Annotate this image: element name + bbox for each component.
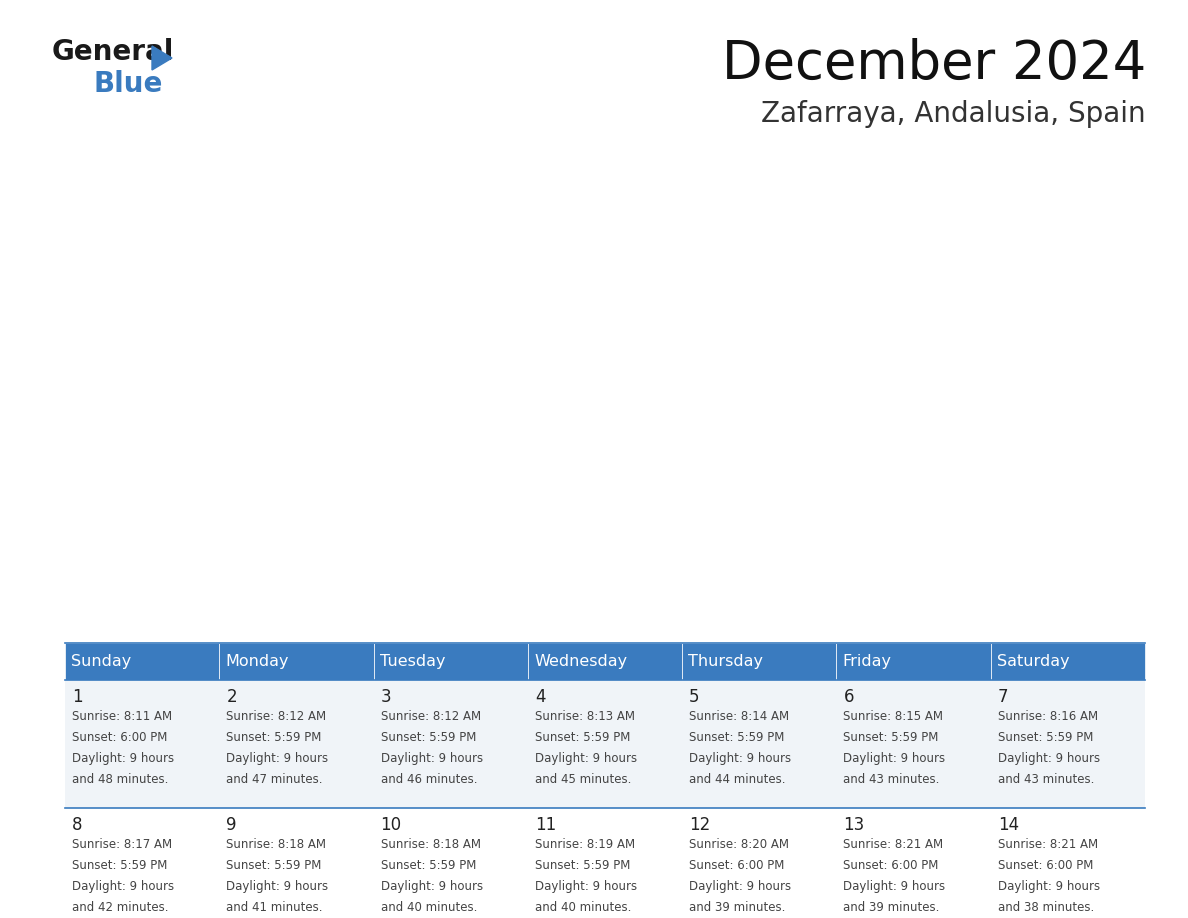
Text: Blue: Blue [94,70,164,98]
Text: and 44 minutes.: and 44 minutes. [689,773,785,786]
Text: Sunset: 5:59 PM: Sunset: 5:59 PM [380,859,476,872]
Text: Sunset: 5:59 PM: Sunset: 5:59 PM [226,731,322,744]
Text: Sunset: 5:59 PM: Sunset: 5:59 PM [535,731,630,744]
Bar [373,643,527,680]
Bar [65,643,220,680]
Text: Sunset: 5:59 PM: Sunset: 5:59 PM [380,731,476,744]
Text: and 43 minutes.: and 43 minutes. [843,773,940,786]
Text: Wednesday: Wednesday [535,654,627,669]
Text: Sunset: 5:59 PM: Sunset: 5:59 PM [535,859,630,872]
Text: Saturday: Saturday [997,654,1069,669]
Text: Sunrise: 8:20 AM: Sunrise: 8:20 AM [689,838,789,851]
Bar [65,808,1145,918]
Text: and 41 minutes.: and 41 minutes. [226,901,323,914]
Text: and 40 minutes.: and 40 minutes. [380,901,476,914]
Text: Friday: Friday [842,654,892,669]
Text: 4: 4 [535,688,545,706]
Text: Daylight: 9 hours: Daylight: 9 hours [72,880,175,893]
Text: Daylight: 9 hours: Daylight: 9 hours [535,880,637,893]
Text: Sunrise: 8:17 AM: Sunrise: 8:17 AM [72,838,172,851]
Text: Sunday: Sunday [71,654,132,669]
Bar [836,643,991,680]
Text: 3: 3 [380,688,391,706]
Text: 5: 5 [689,688,700,706]
Text: December 2024: December 2024 [722,38,1146,90]
Bar [991,643,1145,680]
Text: Daylight: 9 hours: Daylight: 9 hours [843,752,946,765]
Text: and 42 minutes.: and 42 minutes. [72,901,169,914]
Text: Sunrise: 8:18 AM: Sunrise: 8:18 AM [226,838,327,851]
Text: Sunrise: 8:16 AM: Sunrise: 8:16 AM [998,710,1098,723]
Text: Daylight: 9 hours: Daylight: 9 hours [843,880,946,893]
Text: and 47 minutes.: and 47 minutes. [226,773,323,786]
Text: Sunrise: 8:13 AM: Sunrise: 8:13 AM [535,710,634,723]
Text: 14: 14 [998,816,1019,834]
Text: 2: 2 [226,688,236,706]
Text: Sunrise: 8:15 AM: Sunrise: 8:15 AM [843,710,943,723]
Text: Sunrise: 8:14 AM: Sunrise: 8:14 AM [689,710,789,723]
Text: and 46 minutes.: and 46 minutes. [380,773,478,786]
Text: Daylight: 9 hours: Daylight: 9 hours [380,880,482,893]
Text: Daylight: 9 hours: Daylight: 9 hours [998,752,1100,765]
Text: Sunset: 5:59 PM: Sunset: 5:59 PM [843,731,939,744]
Text: Daylight: 9 hours: Daylight: 9 hours [689,752,791,765]
Text: and 39 minutes.: and 39 minutes. [843,901,940,914]
Polygon shape [152,46,172,70]
Text: Daylight: 9 hours: Daylight: 9 hours [226,880,328,893]
Text: Thursday: Thursday [688,654,764,669]
Text: 10: 10 [380,816,402,834]
Text: Sunrise: 8:12 AM: Sunrise: 8:12 AM [380,710,481,723]
Text: Daylight: 9 hours: Daylight: 9 hours [689,880,791,893]
Text: and 48 minutes.: and 48 minutes. [72,773,169,786]
Text: Sunset: 6:00 PM: Sunset: 6:00 PM [843,859,939,872]
Text: 12: 12 [689,816,710,834]
Text: Daylight: 9 hours: Daylight: 9 hours [998,880,1100,893]
Text: Sunrise: 8:18 AM: Sunrise: 8:18 AM [380,838,481,851]
Text: Daylight: 9 hours: Daylight: 9 hours [72,752,175,765]
Text: and 39 minutes.: and 39 minutes. [689,901,785,914]
Text: Sunrise: 8:21 AM: Sunrise: 8:21 AM [998,838,1098,851]
Text: and 38 minutes.: and 38 minutes. [998,901,1094,914]
Bar [682,643,836,680]
Text: 7: 7 [998,688,1009,706]
Bar [65,680,1145,808]
Text: Sunset: 5:59 PM: Sunset: 5:59 PM [72,859,168,872]
Text: Sunrise: 8:21 AM: Sunrise: 8:21 AM [843,838,943,851]
Text: 9: 9 [226,816,236,834]
Text: Sunset: 6:00 PM: Sunset: 6:00 PM [689,859,784,872]
Text: and 40 minutes.: and 40 minutes. [535,901,631,914]
Text: 1: 1 [72,688,83,706]
Text: Sunset: 5:59 PM: Sunset: 5:59 PM [226,859,322,872]
Text: Sunrise: 8:12 AM: Sunrise: 8:12 AM [226,710,327,723]
Text: 11: 11 [535,816,556,834]
Text: and 43 minutes.: and 43 minutes. [998,773,1094,786]
Text: Sunset: 5:59 PM: Sunset: 5:59 PM [998,731,1093,744]
Bar [527,643,682,680]
Text: Sunset: 6:00 PM: Sunset: 6:00 PM [72,731,168,744]
Bar [220,643,373,680]
Text: Zafarraya, Andalusia, Spain: Zafarraya, Andalusia, Spain [762,100,1146,128]
Text: Sunset: 5:59 PM: Sunset: 5:59 PM [689,731,784,744]
Text: 13: 13 [843,816,865,834]
Text: Tuesday: Tuesday [380,654,446,669]
Text: 8: 8 [72,816,82,834]
Text: Sunrise: 8:11 AM: Sunrise: 8:11 AM [72,710,172,723]
Text: Daylight: 9 hours: Daylight: 9 hours [380,752,482,765]
Text: General: General [52,38,175,66]
Text: Daylight: 9 hours: Daylight: 9 hours [535,752,637,765]
Text: Sunrise: 8:19 AM: Sunrise: 8:19 AM [535,838,634,851]
Text: Monday: Monday [226,654,289,669]
Text: 6: 6 [843,688,854,706]
Text: and 45 minutes.: and 45 minutes. [535,773,631,786]
Text: Daylight: 9 hours: Daylight: 9 hours [226,752,328,765]
Text: Sunset: 6:00 PM: Sunset: 6:00 PM [998,859,1093,872]
